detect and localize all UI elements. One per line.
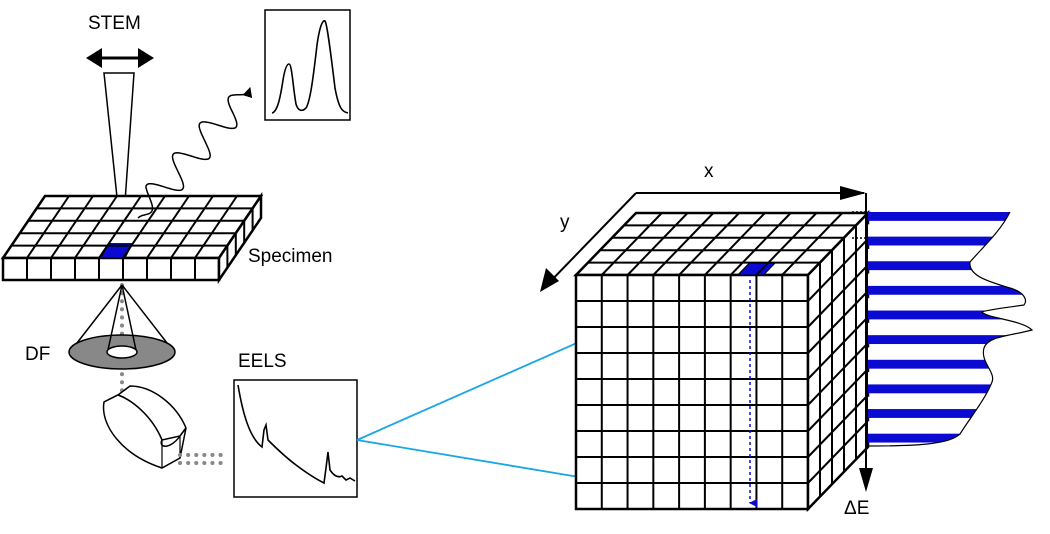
grid-line: [652, 212, 715, 276]
y-axis-label: y: [560, 212, 570, 233]
electron-beam-cone: [103, 72, 135, 246]
profile-stripe: [868, 322, 1032, 339]
profile-stripe: [868, 310, 1032, 320]
grid-line: [807, 342, 869, 406]
grid-line: [807, 420, 869, 484]
y-axis-arrow: [540, 268, 559, 292]
energy-axis-arrow: [859, 468, 873, 492]
grid-line: [98, 195, 142, 259]
profile-stripe: [868, 285, 1032, 295]
magnetic-prism-spectrometer: [102, 385, 187, 469]
energy-profile: [867, 211, 1034, 447]
profile-stripe: [868, 433, 1032, 443]
grid-line: [626, 212, 689, 276]
profile-stripe: [868, 212, 1032, 221]
profile-stripe: [868, 409, 1032, 418]
eels-spectrum-box: [233, 379, 358, 498]
grid-line: [704, 212, 766, 276]
specimen-label: Specimen: [248, 246, 333, 267]
specimen-grid: [0, 191, 264, 285]
grid-line: [194, 195, 238, 259]
xray-spectrum-curve: [271, 20, 349, 114]
profile-stripe: [868, 224, 1032, 241]
grid-line: [807, 264, 869, 328]
scan-double-arrow: [86, 48, 154, 68]
grid-line: [678, 212, 740, 276]
profile-stripe: [868, 261, 1032, 271]
grid-line: [807, 368, 869, 432]
x-axis-arrow: [840, 186, 866, 200]
grid-line: [601, 212, 663, 276]
eels-spectrum-curve: [237, 384, 356, 485]
grid-line: [170, 195, 214, 259]
eels-label: EELS: [238, 351, 287, 372]
profile-stripe: [868, 384, 1032, 394]
profile-stripe: [868, 236, 1032, 246]
grid-line: [807, 394, 869, 458]
grid-line: [781, 212, 843, 276]
grid-line: [50, 195, 94, 259]
grid-line: [26, 195, 70, 259]
x-axis-label: x: [704, 161, 714, 182]
xray-spectrum-box: [264, 9, 351, 121]
wavy-signal-arrow: [137, 87, 253, 219]
energy-axis-label: ΔE: [844, 498, 869, 519]
spectrum-image-cube: [573, 209, 871, 513]
grid-line: [146, 195, 190, 259]
grid-line: [807, 238, 869, 302]
df-detector: [68, 284, 176, 370]
profile-stripe: [868, 359, 1032, 369]
grid-line: [729, 212, 792, 276]
grid-line: [755, 212, 818, 276]
grid-line: [122, 195, 166, 259]
stem-label: STEM: [88, 13, 141, 34]
grid-line: [807, 316, 869, 380]
grid-line: [74, 195, 118, 259]
grid-line: [807, 290, 869, 354]
profile-stripe: [868, 335, 1032, 345]
df-label: DF: [25, 344, 50, 365]
